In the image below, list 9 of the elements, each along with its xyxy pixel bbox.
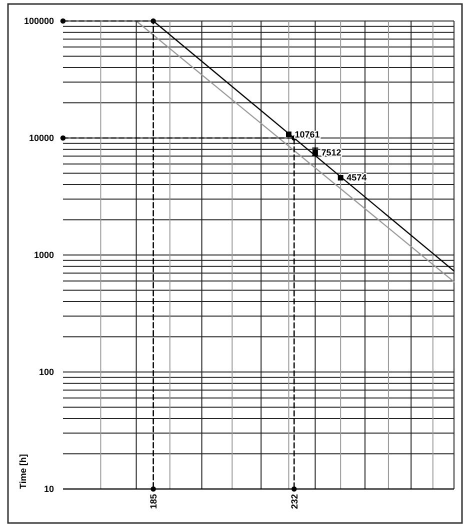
y-tick-label: 100000	[24, 16, 54, 26]
y-axis-title: Time [h]	[18, 454, 28, 489]
x-tick-label: 232	[289, 494, 300, 510]
data-label: 7512	[321, 148, 342, 158]
x-tick-label: 185	[148, 494, 158, 510]
y-tick-label: 100	[38, 366, 54, 377]
y-tick-label: 10	[44, 484, 54, 494]
y-tick-label: 10000	[28, 132, 54, 143]
y-tick-label: 1000	[34, 250, 54, 260]
